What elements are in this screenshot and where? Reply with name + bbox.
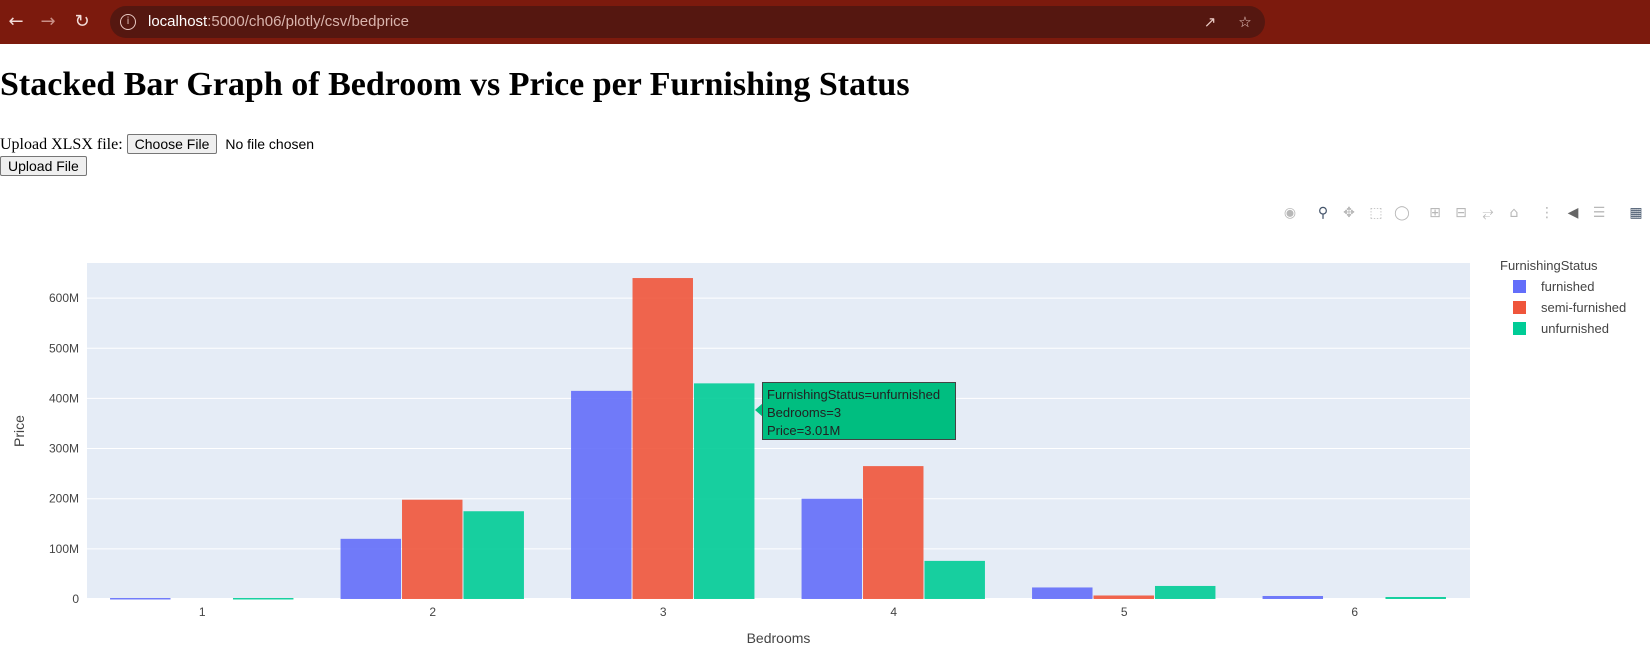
bar-semi-furnished-3[interactable] (632, 278, 693, 599)
x-tick-label: 4 (890, 605, 897, 619)
tooltip-line-status: FurnishingStatus=unfurnished (767, 387, 941, 402)
y-tick-label: 300M (49, 442, 79, 456)
x-tick-label: 3 (660, 605, 667, 619)
bar-semi-furnished-4[interactable] (863, 466, 924, 599)
upload-file-button[interactable]: Upload File (0, 156, 87, 176)
tooltip-line-bedrooms: Bedrooms=3 (767, 405, 842, 420)
box-select-icon[interactable]: ⬚ (1369, 205, 1383, 221)
bar-unfurnished-4[interactable] (924, 560, 985, 599)
plot-modebar: ◉ ⚲ ✥ ⬚ ◯ ⊞ ⊟ ⥂ ⌂ ⋮ ◀ ☰ ▦ (0, 203, 1650, 225)
reload-icon[interactable]: ↻ (74, 11, 90, 32)
address-bar[interactable]: i localhost:5000/ch06/plotly/csv/bedpric… (110, 6, 1265, 38)
reset-axes-icon[interactable]: ⌂ (1509, 205, 1519, 221)
site-info-icon[interactable]: i (120, 14, 136, 30)
bar-furnished-3[interactable] (571, 390, 632, 599)
hover-tooltip: FurnishingStatus=unfurnished Bedrooms=3 … (762, 382, 956, 440)
legend: FurnishingStatus furnished semi-furnished… (1500, 258, 1626, 336)
file-status: No file chosen (225, 136, 315, 152)
choose-file-button[interactable]: Choose File (126, 134, 218, 154)
camera-icon[interactable]: ◉ (1283, 205, 1297, 221)
y-tick-labels: 0 100M 200M 300M 400M 500M 600M (49, 291, 79, 606)
legend-label-furnished[interactable]: furnished (1541, 279, 1594, 294)
zoom-out-icon[interactable]: ⊟ (1455, 205, 1467, 221)
bar-unfurnished-6[interactable] (1385, 596, 1446, 599)
spike-lines-icon[interactable]: ⋮ (1540, 205, 1554, 221)
legend-swatch-furnished[interactable] (1513, 280, 1526, 293)
y-tick-label: 400M (49, 391, 79, 405)
legend-swatch-unfurnished[interactable] (1513, 322, 1526, 335)
bars (110, 278, 1446, 600)
gridlines (87, 297, 1470, 600)
back-arrow-icon[interactable]: ← (8, 11, 24, 32)
y-axis-title: Price (11, 415, 27, 447)
legend-title: FurnishingStatus (1500, 258, 1598, 273)
x-axis-title: Bedrooms (747, 630, 811, 646)
bar-unfurnished-1[interactable] (232, 597, 294, 600)
plotly-logo-icon[interactable]: ▦ (1629, 205, 1643, 221)
pan-icon[interactable]: ✥ (1343, 205, 1355, 221)
lasso-select-icon[interactable]: ◯ (1394, 205, 1410, 221)
x-tick-label: 5 (1121, 605, 1128, 619)
hover-closest-icon[interactable]: ◀ (1567, 205, 1579, 221)
y-tick-label: 600M (49, 291, 79, 305)
legend-label-semi-furnished[interactable]: semi-furnished (1541, 300, 1626, 315)
legend-swatch-semi-furnished[interactable] (1513, 301, 1526, 314)
browser-toolbar: ← → ↻ i localhost:5000/ch06/plotly/csv/b… (0, 0, 1650, 44)
bar-furnished-2[interactable] (340, 538, 402, 599)
bar-semi-furnished-2[interactable] (402, 499, 463, 599)
x-tick-label: 6 (1351, 605, 1358, 619)
star-icon[interactable]: ☆ (1238, 13, 1252, 31)
x-tick-label: 1 (199, 605, 206, 619)
bar-unfurnished-2[interactable] (463, 511, 524, 599)
bar-furnished-6[interactable] (1262, 595, 1324, 599)
hover-compare-icon[interactable]: ☰ (1592, 205, 1606, 221)
y-tick-label: 200M (49, 492, 79, 506)
bar-unfurnished-5[interactable] (1154, 585, 1216, 599)
tooltip-line-price: Price=3.01M (767, 423, 841, 438)
bar-furnished-5[interactable] (1032, 587, 1093, 599)
x-tick-label: 2 (429, 605, 436, 619)
bar-furnished-1[interactable] (110, 597, 171, 600)
bar-semi-furnished-5[interactable] (1093, 595, 1154, 599)
forward-arrow-icon[interactable]: → (40, 11, 56, 32)
zoom-in-icon[interactable]: ⊞ (1429, 205, 1441, 221)
tooltip-arrow (755, 403, 763, 417)
y-tick-label: 500M (49, 341, 79, 355)
url-path: :5000/ch06/plotly/csv/bedprice (207, 13, 409, 30)
share-icon[interactable]: ↗ (1203, 13, 1217, 31)
upload-form: Upload XLSX file: Choose File No file ch… (0, 134, 314, 154)
y-tick-label: 100M (49, 542, 79, 556)
url-host: localhost (148, 13, 208, 30)
y-tick-label: 0 (72, 592, 79, 606)
upload-label: Upload XLSX file: (0, 136, 123, 153)
bar-unfurnished-3[interactable] (693, 383, 755, 599)
autoscale-icon[interactable]: ⥂ (1482, 205, 1494, 221)
bar-chart: 0 100M 200M 300M 400M 500M 600M 1 2 3 4 5 6 Bedroom… (11, 258, 1626, 646)
x-tick-labels: 1 2 3 4 5 6 (199, 605, 1359, 619)
page-title: Stacked Bar Graph of Bedroom vs Price pe… (0, 66, 910, 103)
legend-label-unfurnished[interactable]: unfurnished (1541, 321, 1609, 336)
url-text[interactable]: localhost:5000/ch06/plotly/csv/bedprice (148, 13, 409, 30)
bar-furnished-4[interactable] (801, 498, 863, 599)
zoom-icon[interactable]: ⚲ (1317, 205, 1329, 221)
